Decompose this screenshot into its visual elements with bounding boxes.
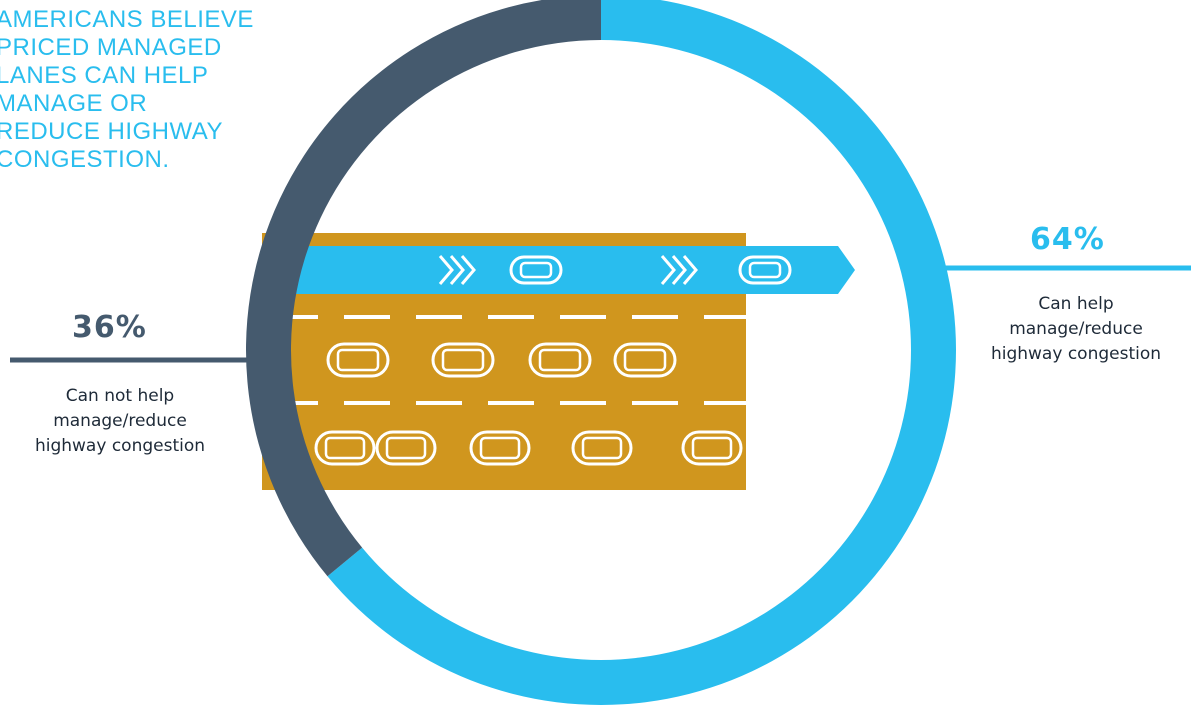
slice-description-64: Can help manage/reduce highway congestio…: [990, 294, 1162, 364]
lane-dash: [416, 315, 462, 319]
lane-dash: [272, 315, 318, 319]
car-icon: [375, 430, 437, 466]
lane-dash: [488, 315, 534, 319]
car-icon: [681, 430, 743, 466]
lane-dash: [560, 315, 606, 319]
donut-ring: [246, 0, 956, 705]
slice-label-64: 64%: [1030, 222, 1105, 257]
chevron-arrow-icon: [438, 255, 476, 285]
donut-slice-64: [327, 0, 956, 705]
donut-slice-36: [246, 0, 601, 577]
car-icon: [613, 342, 677, 378]
car-icon: [469, 430, 531, 466]
traffic-cars: [314, 255, 792, 466]
slice-label-36: 36%: [72, 310, 147, 345]
car-icon: [314, 430, 376, 466]
headline: AMERICANS BELIEVE PRICED MANAGED LANES C…: [0, 6, 254, 173]
lane-dash: [632, 315, 678, 319]
chevron-arrow-icon: [660, 255, 698, 285]
car-icon: [571, 430, 633, 466]
lane-dash: [416, 401, 462, 405]
car-icon: [528, 342, 592, 378]
lane-dash: [344, 401, 390, 405]
lane-markings: [272, 315, 750, 405]
lane-dash: [704, 315, 750, 319]
lane-dash: [344, 315, 390, 319]
car-icon: [738, 255, 792, 285]
car-icon: [509, 255, 563, 285]
highway-illustration: [262, 233, 855, 490]
car-icon: [326, 342, 390, 378]
lane-dash: [704, 401, 750, 405]
slice-description-36: Can not help manage/reduce highway conge…: [34, 386, 206, 456]
lane-dash: [488, 401, 534, 405]
lane-dash: [560, 401, 606, 405]
car-icon: [431, 342, 495, 378]
lane-dash: [632, 401, 678, 405]
chevron-arrows: [438, 255, 698, 285]
